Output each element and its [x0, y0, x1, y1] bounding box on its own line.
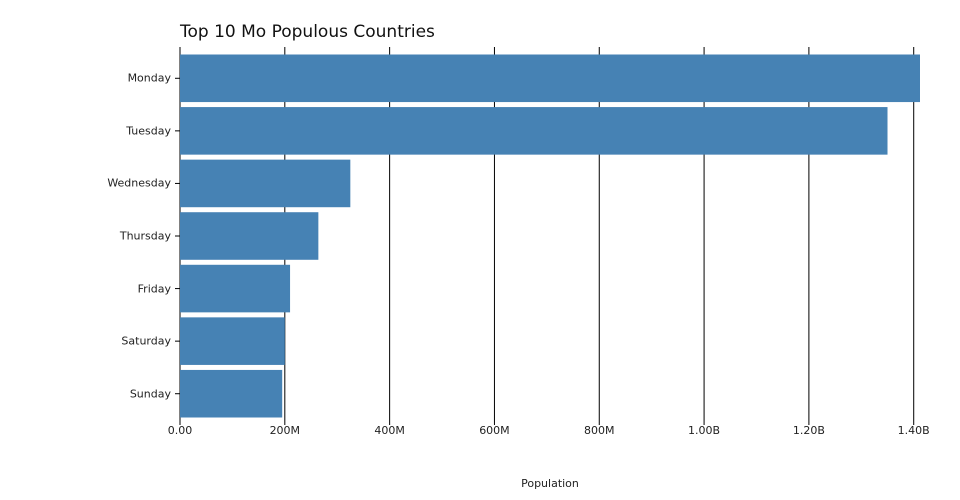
x-tick-label: 200M: [269, 424, 301, 437]
y-tick-label: Wednesday: [107, 176, 171, 190]
y-tick-label: Monday: [127, 71, 171, 85]
x-axis-title: Population: [521, 477, 579, 490]
x-tick-label: 800M: [584, 424, 615, 437]
bar-tuesday: [180, 107, 888, 155]
x-tick-label: 1.20B: [792, 424, 825, 437]
x-tick-label: 600M: [479, 424, 510, 437]
bar-monday: [180, 54, 920, 103]
y-tick-label: Friday: [137, 282, 171, 296]
x-tick-label: 1.00B: [688, 424, 721, 437]
bar-thursday: [180, 212, 319, 260]
bar-wednesday: [180, 159, 351, 208]
bar-sunday: [180, 369, 283, 418]
x-tick-label: 400M: [374, 424, 405, 437]
x-tick-label: 1.40B: [897, 424, 930, 437]
y-tick-label: Tuesday: [126, 124, 171, 138]
bar-friday: [180, 264, 291, 313]
bar-saturday: [180, 317, 285, 365]
x-tick-label: 0.00: [167, 424, 193, 437]
y-tick-label: Saturday: [121, 334, 171, 348]
chart-title: Top 10 Mo Populous Countries: [180, 22, 435, 42]
y-tick-label: Sunday: [129, 387, 171, 401]
y-tick-label: Thursday: [119, 229, 171, 243]
